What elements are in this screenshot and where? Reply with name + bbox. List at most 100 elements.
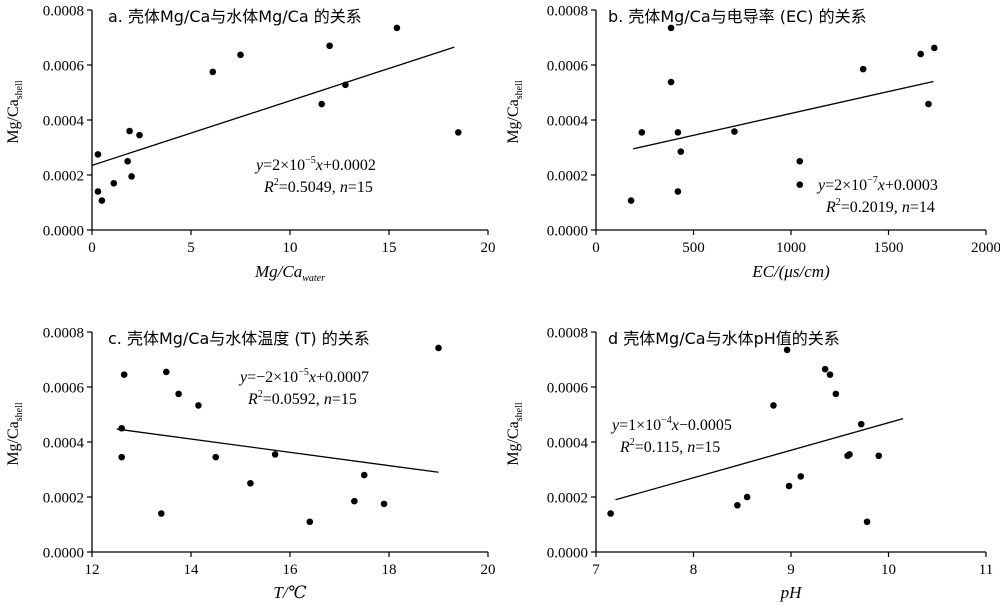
x-tick-label: 18 xyxy=(382,562,397,578)
x-tick-label: 7 xyxy=(592,562,600,578)
data-point xyxy=(128,173,135,180)
y-axis-label: Mg/Cashell xyxy=(5,80,25,144)
chart-title: a. 壳体Mg/Ca与水体Mg/Ca 的关系 xyxy=(108,7,362,26)
data-point xyxy=(796,157,804,165)
eq-exponent: −4 xyxy=(661,415,672,426)
x-tick-label: 11 xyxy=(979,562,993,578)
data-point xyxy=(674,129,682,136)
eq-intercept: −0.0005 xyxy=(679,417,732,434)
r2-label: R xyxy=(619,439,630,456)
y-axis-label-main: Mg/Ca xyxy=(505,99,522,143)
x-tick-label: 10 xyxy=(283,240,298,256)
y-axis-label: Mg/Cashell xyxy=(505,80,525,144)
panel-a: 0.0000 0.0002 0.0004 0.0006 0.0008 0 5 10 15 20 a.… xyxy=(5,4,496,285)
x-axis-label: T/℃ xyxy=(273,583,306,602)
chart-title: b. 壳体Mg/Ca与电导率 (EC) 的关系 xyxy=(608,7,867,26)
y-tick-label: 0.0008 xyxy=(43,326,84,342)
chart-title: d 壳体Mg/Ca与水体pH值的关系 xyxy=(608,329,840,348)
panel-d: 0.0000 0.0002 0.0004 0.0006 0.0008 7 8 9 10 11 d 壳… xyxy=(505,326,993,603)
y-tick-label: 0.0000 xyxy=(43,546,84,562)
regression-equation: y=2×10−7x+0.0003 xyxy=(816,175,938,194)
data-point xyxy=(674,188,682,195)
eq-intercept: +0.0003 xyxy=(885,177,938,194)
eq-y: y xyxy=(610,417,620,434)
n-label: n xyxy=(902,199,910,216)
data-point xyxy=(796,181,804,188)
data-point xyxy=(667,24,675,32)
data-point xyxy=(158,510,165,517)
data-point xyxy=(607,510,614,517)
data-point xyxy=(351,497,358,505)
y-tick-label: 0.0004 xyxy=(547,114,589,130)
chart-title: c. 壳体Mg/Ca与水体温度 (T) 的关系 xyxy=(108,329,370,348)
r2-sup: 2 xyxy=(630,437,635,448)
n-label: n xyxy=(340,179,348,196)
data-point xyxy=(875,452,883,460)
eq-exponent: −5 xyxy=(305,155,316,166)
x-tick-label: 14 xyxy=(184,562,200,578)
data-point xyxy=(770,402,777,409)
trend-line xyxy=(91,46,455,166)
eq-x: x xyxy=(308,369,316,386)
data-point xyxy=(627,197,635,204)
x-tick-label: 15 xyxy=(382,240,397,256)
y-axis-label-sub: shell xyxy=(14,402,25,421)
panel-c: 0.0000 0.0002 0.0004 0.0006 0.0008 12 14 16 18 20… xyxy=(5,326,496,603)
data-point xyxy=(734,501,741,509)
data-point xyxy=(857,420,865,428)
r2-value: =0.115, xyxy=(635,439,683,456)
y-tick-label: 0.0006 xyxy=(547,59,589,75)
r2-value: =0.0592, xyxy=(263,391,320,408)
data-point xyxy=(731,128,738,135)
y-axis-label-main: Mg/Ca xyxy=(505,421,522,465)
x-tick-label: 2000 xyxy=(971,240,1000,256)
eq-intercept: +0.0007 xyxy=(316,369,369,386)
n-label: n xyxy=(687,439,695,456)
regression-stats: R2=0.115, n=15 xyxy=(619,437,720,456)
data-point xyxy=(175,390,182,398)
data-point xyxy=(237,51,244,59)
y-tick-label: 0.0008 xyxy=(547,326,588,342)
x-tick-label: 16 xyxy=(283,562,299,578)
x-axis-label: EC/(μs/cm) xyxy=(751,262,830,281)
regression-stats: R2=0.0592, n=15 xyxy=(247,389,357,408)
data-point xyxy=(832,390,840,398)
eq-coef: =−2×10 xyxy=(247,369,298,386)
data-point xyxy=(94,188,102,195)
y-tick-label: 0.0000 xyxy=(547,224,588,240)
data-point xyxy=(783,346,791,354)
eq-x: x xyxy=(671,417,679,434)
x-tick-label: 20 xyxy=(481,562,496,578)
trend-line xyxy=(632,80,934,150)
data-point xyxy=(118,453,125,461)
eq-y: y xyxy=(816,177,826,194)
data-point xyxy=(342,81,349,89)
x-tick-label: 20 xyxy=(481,240,496,256)
data-point xyxy=(360,471,368,479)
y-axis-label-main: Mg/Ca xyxy=(5,421,22,465)
r2-label: R xyxy=(263,179,274,196)
y-axis-label: Mg/Cashell xyxy=(5,402,25,466)
trend-line xyxy=(116,428,439,473)
data-point xyxy=(318,100,325,108)
x-tick-label: 12 xyxy=(85,562,100,578)
y-axis-label-sub: shell xyxy=(514,80,525,99)
r2-label: R xyxy=(247,391,258,408)
eq-y: y xyxy=(238,369,248,386)
data-point xyxy=(162,368,170,376)
x-axis-label-sub: water xyxy=(302,273,325,284)
r2-value: =0.2019, xyxy=(841,199,898,216)
y-axis-label-sub: shell xyxy=(14,80,25,99)
x-tick-label: 5 xyxy=(187,240,195,256)
n-value: =15 xyxy=(695,439,720,456)
x-tick-label: 10 xyxy=(881,562,896,578)
data-point xyxy=(393,24,401,32)
x-tick-label: 1000 xyxy=(776,240,806,256)
y-tick-label: 0.0006 xyxy=(547,381,589,397)
n-label: n xyxy=(324,391,332,408)
data-point xyxy=(195,402,202,409)
eq-coef: =2×10 xyxy=(825,177,867,194)
x-axis-label-main: T/℃ xyxy=(273,583,306,602)
x-tick-label: 1500 xyxy=(874,240,904,256)
y-axis-label-sub: shell xyxy=(514,402,525,421)
